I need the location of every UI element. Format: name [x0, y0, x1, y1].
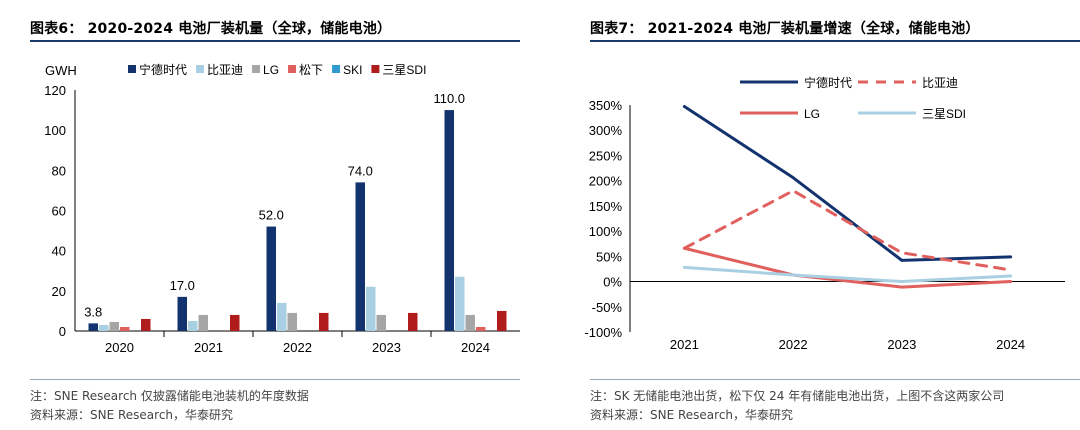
legend-label: 三星SDI [382, 63, 426, 77]
bar-chart-note: 注：SNE Research 仅披露储能电池装机的年度数据 [30, 389, 309, 403]
bar-三星SDI-2024 [497, 310, 507, 331]
bar-比亚迪-2024 [455, 276, 465, 331]
y-tick-label: 120 [44, 83, 66, 98]
bar-三星SDI-2023 [408, 312, 418, 331]
bar-比亚迪-2020 [99, 324, 109, 331]
y-tick-label: -50% [592, 300, 623, 315]
x-tick-label: 2020 [105, 340, 134, 355]
legend-swatch-宁德时代 [128, 65, 136, 73]
bar-chart-panel: 图表6： 2020-2024 电池厂装机量（全球，储能电池） GWH 0 20 40 6… [0, 0, 520, 430]
bar-松下-2020 [120, 326, 130, 331]
bar-LG-2022 [287, 312, 297, 331]
line-chart: -100% -50% 0% 50% 100% 150% 200% 250% 300% 350% 20… [584, 75, 1065, 352]
line-chart-panel: 图表7： 2021-2024 电池厂装机量增速（全球，储能电池） -100% -5… [560, 0, 1080, 430]
y-tick-label: 50% [596, 249, 622, 264]
bar-宁德时代-2022 [266, 226, 276, 331]
legend-label: SKI [343, 63, 362, 77]
x-tick-label: 2022 [779, 337, 808, 352]
series-line-三星SDI [682, 265, 1013, 284]
data-label: 74.0 [348, 163, 373, 178]
x-tick-label: 2024 [461, 340, 490, 355]
y-tick-label: 250% [589, 148, 623, 163]
bar-三星SDI-2021 [230, 314, 240, 331]
x-tick-label: 2024 [996, 337, 1025, 352]
legend-label: LG [263, 63, 279, 77]
y-tick-label: 60 [52, 204, 66, 219]
legend-label: 三星SDI [922, 107, 966, 121]
y-tick-label: 0 [59, 324, 66, 339]
x-tick-label: 2021 [670, 337, 699, 352]
series-line-LG [682, 246, 1013, 289]
y-tick-label: 100% [589, 224, 623, 239]
bar-宁德时代-2021 [177, 296, 187, 331]
legend-label: 宁德时代 [804, 75, 852, 90]
line-chart-source: 资料来源：SNE Research，华泰研究 [590, 408, 794, 422]
y-tick-label: 150% [589, 199, 623, 214]
bar-chart-title: 图表6： 2020-2024 电池厂装机量（全球，储能电池） [30, 21, 392, 37]
bar-比亚迪-2021 [188, 320, 198, 331]
y-tick-label: 40 [52, 244, 66, 259]
legend-label: 比亚迪 [922, 76, 958, 90]
line-chart-note: 注：SK 无储能电池出货，松下仅 24 年有储能电池出货，上图不含这两家公司 [590, 389, 1005, 403]
legend-swatch-松下 [288, 65, 297, 73]
legend-swatch-SKI [332, 65, 341, 73]
x-tick-label: 2022 [283, 340, 312, 355]
y-tick-label: 200% [589, 174, 623, 189]
bar-chart: GWH 0 20 40 60 80 100 120 2020 3.8 2021 17.0 2022 52.… [44, 62, 520, 355]
y-tick-label: 100 [44, 123, 66, 138]
legend-label: LG [804, 107, 820, 121]
bar-chart-source: 资料来源：SNE Research，华泰研究 [30, 408, 234, 422]
y-axis-unit: GWH [45, 63, 77, 78]
line-chart-title: 图表7： 2021-2024 电池厂装机量增速（全球，储能电池） [590, 21, 980, 37]
y-tick-label: 300% [589, 123, 623, 138]
footer-rule [590, 379, 1080, 380]
series-line-比亚迪 [682, 189, 1013, 272]
data-label: 110.0 [433, 91, 465, 106]
legend-swatch-三星SDI [371, 65, 380, 73]
bar-松下-2024 [476, 326, 486, 331]
y-tick-label: -100% [584, 325, 622, 340]
x-tick-label: 2021 [194, 340, 223, 355]
bar-三星SDI-2022 [319, 312, 329, 331]
bar-宁德时代-2023 [355, 182, 365, 331]
bar-比亚迪-2022 [277, 302, 287, 331]
x-tick-label: 2023 [372, 340, 401, 355]
title-rule [30, 40, 520, 42]
data-label: 3.8 [84, 304, 102, 319]
title-rule [590, 40, 1080, 42]
x-tick-label: 2023 [887, 337, 916, 352]
bar-宁德时代-2024 [444, 110, 454, 331]
bar-三星SDI-2020 [141, 318, 151, 331]
bar-LG-2020 [109, 321, 119, 331]
bar-比亚迪-2023 [366, 286, 376, 331]
series-line-宁德时代 [682, 105, 1013, 262]
bar-宁德时代-2020 [88, 323, 98, 331]
y-tick-label: 80 [52, 163, 66, 178]
legend-label: 比亚迪 [207, 63, 243, 77]
legend-label: 松下 [299, 63, 323, 77]
y-tick-label: 20 [52, 284, 66, 299]
bar-LG-2023 [376, 314, 386, 331]
data-label: 52.0 [259, 208, 284, 223]
legend-swatch-比亚迪 [196, 65, 205, 73]
y-tick-label: 350% [589, 98, 623, 113]
legend-swatch-LG [252, 65, 261, 73]
bar-LG-2024 [465, 314, 475, 331]
data-label: 17.0 [170, 278, 195, 293]
footer-rule [30, 379, 520, 380]
bar-LG-2021 [198, 314, 208, 331]
legend-label: 宁德时代 [139, 62, 187, 77]
y-tick-label: 0% [603, 275, 622, 290]
